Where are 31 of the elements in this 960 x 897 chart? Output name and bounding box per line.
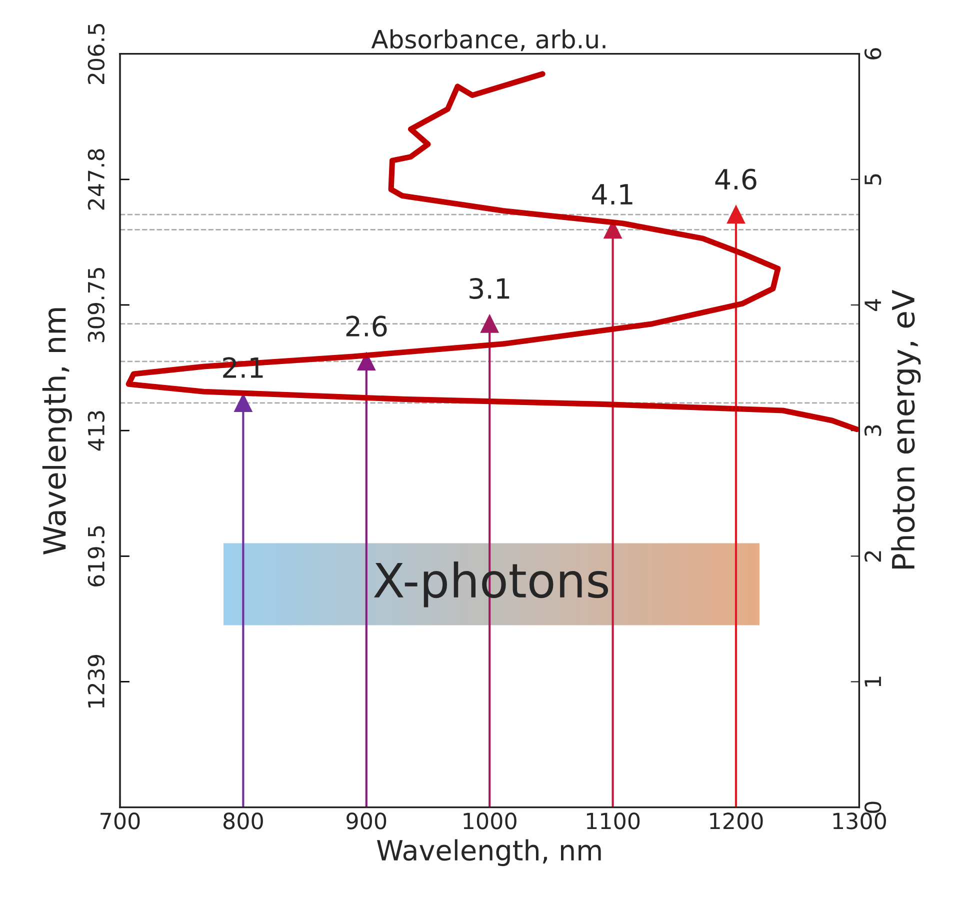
y-tick-label: 1 <box>864 676 881 686</box>
y-tick-label: 2 <box>864 551 881 562</box>
text: 309.75 <box>88 268 105 342</box>
x-tick-label: 700 <box>100 812 140 830</box>
point <box>234 394 252 412</box>
y-tick-label: 5 <box>864 174 882 185</box>
x-tick-label: 1100 <box>586 812 640 830</box>
x-tick-label: 1000 <box>464 812 516 830</box>
text: 1239 <box>88 655 105 708</box>
y-tick-label: 6 <box>864 48 882 60</box>
y-axis-title: Photon energy, eV <box>891 290 921 568</box>
annotation: 4.6 <box>715 168 756 190</box>
x-tick-label: 900 <box>346 812 386 830</box>
x-axis-title: Wavelength, nm <box>376 839 601 866</box>
x-tick-label: 1300 <box>833 812 886 830</box>
point <box>726 206 746 224</box>
x-tick-label: 800 <box>224 812 263 830</box>
annotation: 2.6 <box>346 316 387 337</box>
x-tick-label: 1200 <box>710 812 763 830</box>
x2-axis-title: Absorbance, arb.u. <box>371 29 606 52</box>
y2-axis-title: Wavelength, nm <box>42 308 72 554</box>
annotation: 3.1 <box>470 278 510 299</box>
point <box>480 314 499 333</box>
y-tick-label: 0 <box>864 802 882 813</box>
annotation: 4.1 <box>592 184 632 204</box>
y-tick-label: 3 <box>864 425 882 436</box>
text: 206.5 <box>88 24 105 84</box>
y-tick-label: 4 <box>864 299 881 311</box>
text: 247.8 <box>88 149 105 210</box>
text: 619.5 <box>88 526 105 586</box>
text: 413 <box>88 411 105 451</box>
